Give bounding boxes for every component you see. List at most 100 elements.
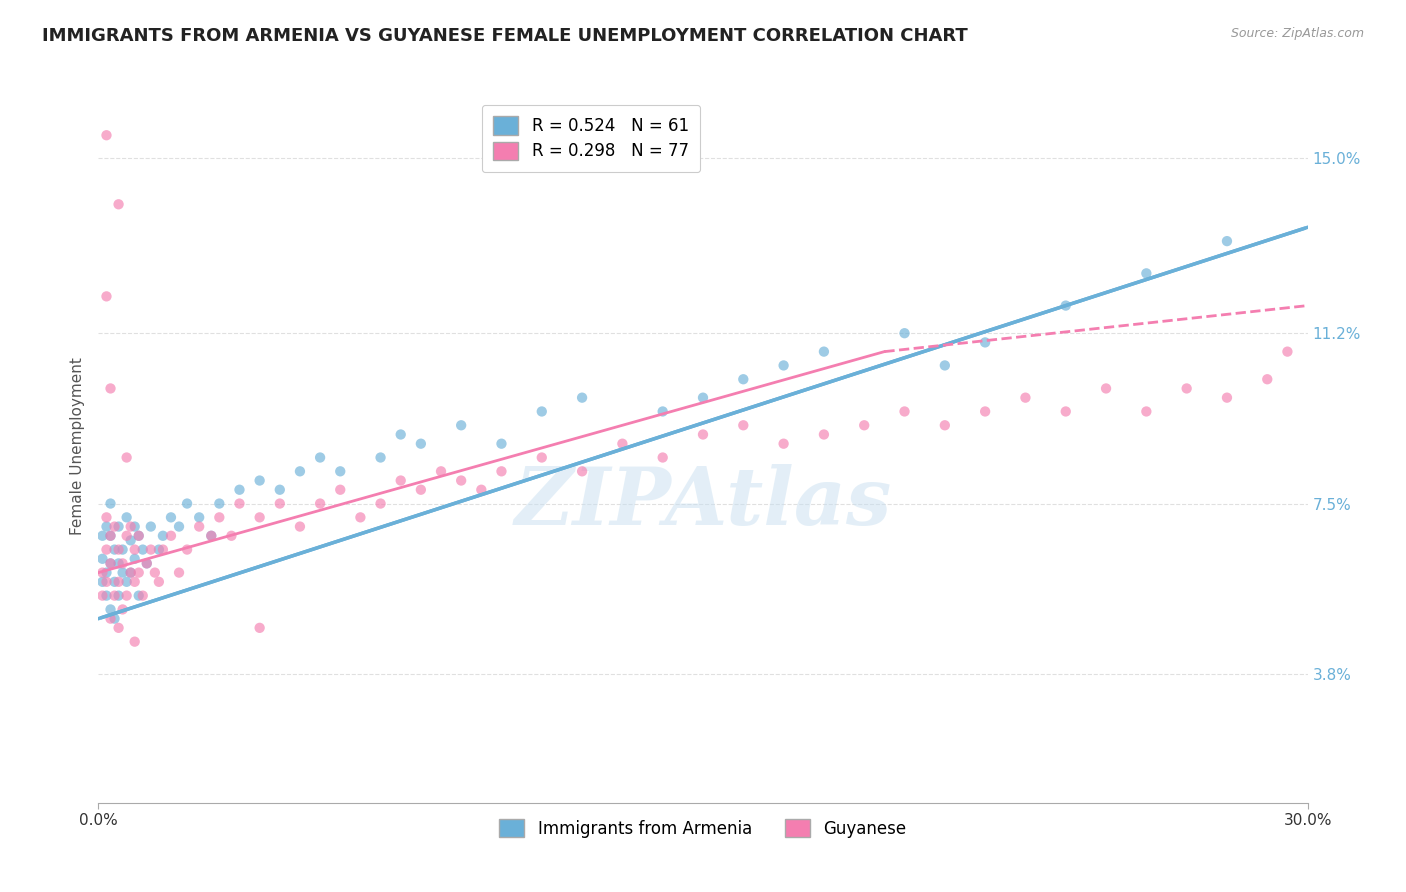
Point [813,427,835,442]
Point [124,634,146,648]
Point [1256,372,1278,386]
Point [974,335,997,350]
Point [208,510,231,524]
Point [139,542,162,557]
Point [96,574,118,589]
Point [111,542,134,557]
Point [107,519,129,533]
Point [128,529,150,543]
Point [813,344,835,359]
Point [160,529,183,543]
Point [188,510,211,524]
Point [329,483,352,497]
Point [893,326,915,341]
Point [100,497,122,511]
Point [124,519,146,533]
Point [612,436,634,450]
Point [200,529,222,543]
Point [530,450,553,465]
Point [96,289,118,303]
Point [91,551,114,566]
Point [370,450,392,465]
Point [249,621,271,635]
Point [107,197,129,211]
Y-axis label: Female Unemployment: Female Unemployment [69,357,84,535]
Point [530,404,553,418]
Point [100,612,122,626]
Point [571,391,593,405]
Point [167,519,190,533]
Point [103,612,125,626]
Point [100,557,122,571]
Point [100,381,122,395]
Point [269,483,291,497]
Point [1135,404,1157,418]
Point [309,450,332,465]
Point [152,542,174,557]
Point [96,542,118,557]
Point [1135,266,1157,280]
Point [974,404,997,418]
Point [409,436,432,450]
Point [100,529,122,543]
Point [893,404,915,418]
Point [115,529,138,543]
Point [934,418,956,433]
Point [450,418,472,433]
Point [132,542,155,557]
Point [107,589,129,603]
Point [288,464,311,478]
Point [389,474,412,488]
Point [115,574,138,589]
Point [100,602,122,616]
Point [430,464,453,478]
Point [120,566,142,580]
Point [128,589,150,603]
Point [1054,404,1077,418]
Point [96,566,118,580]
Point [571,464,593,478]
Point [1054,299,1077,313]
Text: Source: ZipAtlas.com: Source: ZipAtlas.com [1230,27,1364,40]
Point [176,542,198,557]
Point [124,542,146,557]
Point [491,464,513,478]
Point [103,542,125,557]
Point [91,566,114,580]
Point [111,557,134,571]
Point [135,557,157,571]
Legend: Immigrants from Armenia, Guyanese: Immigrants from Armenia, Guyanese [492,813,914,845]
Point [733,372,755,386]
Point [450,474,472,488]
Point [288,519,311,533]
Point [96,519,118,533]
Point [269,497,291,511]
Point [107,542,129,557]
Point [115,510,138,524]
Point [370,497,392,511]
Point [111,566,134,580]
Point [228,497,250,511]
Point [651,404,673,418]
Point [853,418,876,433]
Point [1277,344,1299,359]
Point [934,359,956,373]
Point [692,391,714,405]
Point [152,529,174,543]
Point [143,566,166,580]
Point [491,436,513,450]
Point [115,450,138,465]
Point [103,589,125,603]
Point [772,359,794,373]
Point [249,474,271,488]
Point [692,427,714,442]
Point [91,529,114,543]
Point [1216,234,1239,248]
Point [228,483,250,497]
Point [188,519,211,533]
Point [103,574,125,589]
Point [139,519,162,533]
Text: IMMIGRANTS FROM ARMENIA VS GUYANESE FEMALE UNEMPLOYMENT CORRELATION CHART: IMMIGRANTS FROM ARMENIA VS GUYANESE FEMA… [42,27,967,45]
Point [103,519,125,533]
Point [100,557,122,571]
